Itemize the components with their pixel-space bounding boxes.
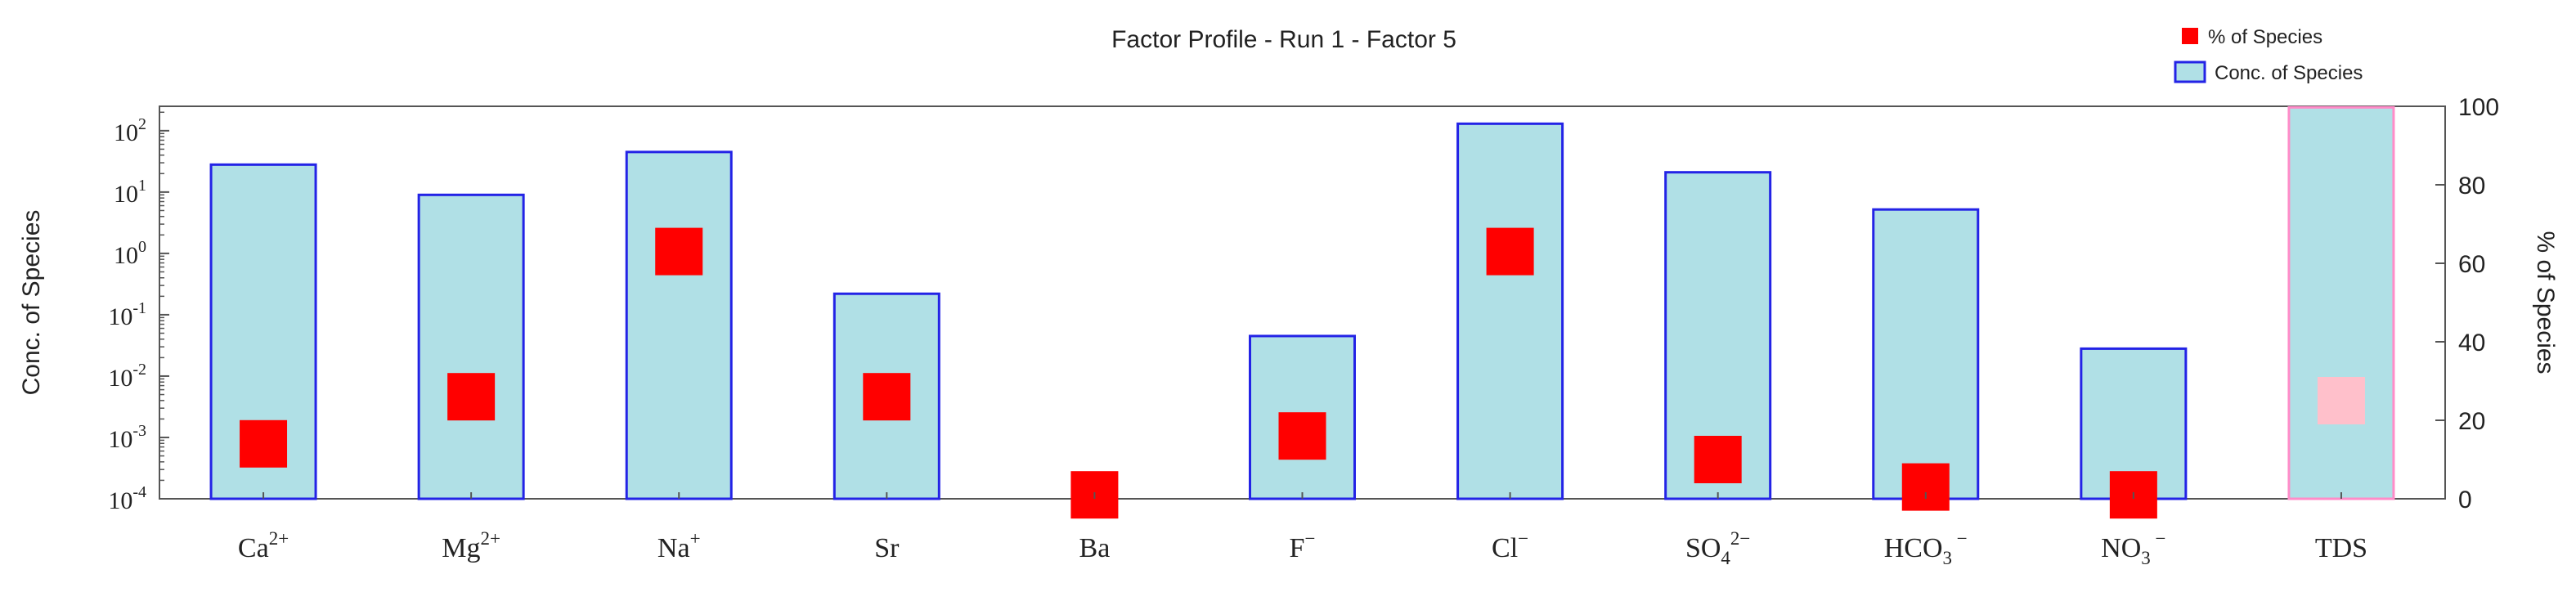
conc-bar-hco3 (1872, 208, 1980, 500)
category-label-no3: NO3 − (2101, 528, 2165, 568)
left-tick-label: 101 (114, 177, 146, 208)
percent-marker-mg (447, 373, 496, 421)
left-tick-label: 10-1 (108, 299, 146, 330)
legend-label-conc: Conc. of Species (2215, 62, 2363, 84)
category-label-ba: Ba (1079, 533, 1111, 563)
percent-marker-sr (863, 373, 911, 421)
category-label-cl: Cl− (1492, 528, 1528, 563)
percent-marker-na (655, 227, 703, 276)
conc-bar-cl (1456, 122, 1564, 500)
conc-bar-tds (2287, 105, 2395, 500)
category-label-mg: Mg2+ (442, 528, 500, 563)
category-label-f: F− (1290, 528, 1316, 563)
percent-marker-so4 (1694, 436, 1742, 483)
left-tick-label: 10-4 (108, 483, 146, 514)
right-tick-label: 40 (2458, 330, 2485, 357)
percent-marker-f (1278, 412, 1326, 460)
percent-marker-cl (1486, 227, 1534, 276)
right-tick-label: 20 (2458, 408, 2485, 435)
category-label-tds: TDS (2315, 533, 2367, 563)
legend-bar-conc-swatch (2174, 61, 2206, 83)
x-axis: Ca2+ Mg2+ Na+ Sr Ba F− Cl− SO42− HCO3 − NO3 − TDS (238, 492, 2367, 568)
percent-marker-ca (240, 419, 288, 468)
percent-marker-hco3 (1901, 463, 1950, 511)
percent-marker-tds (2317, 377, 2365, 424)
markers-layer (240, 227, 2365, 519)
right-tick-label: 60 (2458, 251, 2485, 278)
right-tick-label: 80 (2458, 173, 2485, 200)
chart-title: Factor Profile - Run 1 - Factor 5 (1111, 26, 1456, 53)
legend: % of Species Conc. of Species (2174, 26, 2363, 84)
legend-label-percent: % of Species (2208, 26, 2322, 48)
conc-bar-na (625, 150, 733, 500)
legend-marker-percent-swatch (2182, 28, 2198, 44)
left-tick-label: 102 (114, 115, 146, 146)
category-label-ca: Ca2+ (238, 528, 289, 563)
category-label-na: Na+ (657, 528, 701, 563)
right-axis-title: % of Species (2532, 231, 2559, 374)
conc-bar-mg (417, 193, 525, 500)
category-label-sr: Sr (874, 533, 900, 563)
left-axis-title: Conc. of Species (18, 210, 45, 396)
left-tick-label: 10-3 (108, 422, 146, 453)
left-tick-label: 100 (114, 238, 146, 269)
left-axis: 102 101 100 10-1 10-2 10-3 10-4 (108, 111, 169, 514)
right-tick-label: 0 (2458, 487, 2472, 514)
category-label-hco3: HCO3 − (1884, 528, 1968, 568)
category-label-so4: SO42− (1685, 528, 1750, 568)
left-tick-label: 10-2 (108, 361, 146, 392)
right-axis: 0 20 40 60 80 100 (2435, 94, 2499, 514)
right-tick-label: 100 (2458, 94, 2499, 121)
